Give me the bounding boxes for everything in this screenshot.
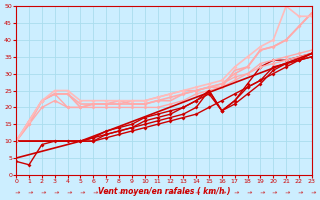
Text: ↗: ↗	[141, 189, 148, 196]
Text: ↗: ↗	[180, 189, 187, 196]
Text: ↗: ↗	[257, 189, 264, 196]
Text: ↗: ↗	[64, 189, 71, 196]
Text: ↗: ↗	[244, 189, 251, 196]
Text: ↗: ↗	[129, 189, 135, 196]
X-axis label: Vent moyen/en rafales ( km/h ): Vent moyen/en rafales ( km/h )	[98, 187, 230, 196]
Text: ↗: ↗	[116, 189, 123, 196]
Text: ↗: ↗	[296, 189, 302, 196]
Text: ↗: ↗	[52, 189, 58, 196]
Text: ↗: ↗	[308, 189, 315, 196]
Text: ↗: ↗	[103, 189, 109, 196]
Text: ↗: ↗	[26, 189, 32, 196]
Text: ↗: ↗	[77, 189, 84, 196]
Text: ↗: ↗	[167, 189, 174, 196]
Text: ↗: ↗	[13, 189, 20, 196]
Text: ↗: ↗	[90, 189, 97, 196]
Text: ↗: ↗	[206, 189, 212, 196]
Text: ↗: ↗	[219, 189, 225, 196]
Text: ↗: ↗	[283, 189, 290, 196]
Text: ↗: ↗	[38, 189, 45, 196]
Text: ↗: ↗	[231, 189, 238, 196]
Text: ↗: ↗	[154, 189, 161, 196]
Text: ↗: ↗	[270, 189, 277, 196]
Text: ↗: ↗	[193, 189, 200, 196]
